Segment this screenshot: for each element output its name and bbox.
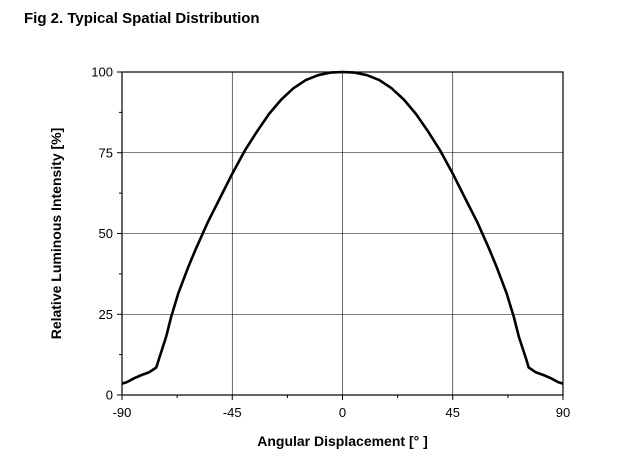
y-tick-label: 0: [106, 388, 113, 403]
y-axis-title: Relative Luminous Intensity [%]: [48, 128, 64, 340]
y-tick-label: 50: [99, 226, 113, 241]
figure-title: Fig 2. Typical Spatial Distribution: [24, 10, 260, 27]
x-tick-label: 0: [339, 405, 346, 420]
x-tick-label: 90: [556, 405, 570, 420]
y-tick-label: 75: [99, 145, 113, 160]
x-axis-title: Angular Displacement [° ]: [257, 433, 428, 449]
x-tick-label: 45: [446, 405, 460, 420]
x-tick-label: -45: [223, 405, 242, 420]
x-tick-label: -90: [113, 405, 132, 420]
tick-layer: -90 -45 0 45 90 0 25 50 75 100: [91, 65, 570, 421]
y-tick-label: 25: [99, 307, 113, 322]
grid-layer: [122, 72, 563, 395]
y-tick-label: 100: [91, 65, 113, 80]
